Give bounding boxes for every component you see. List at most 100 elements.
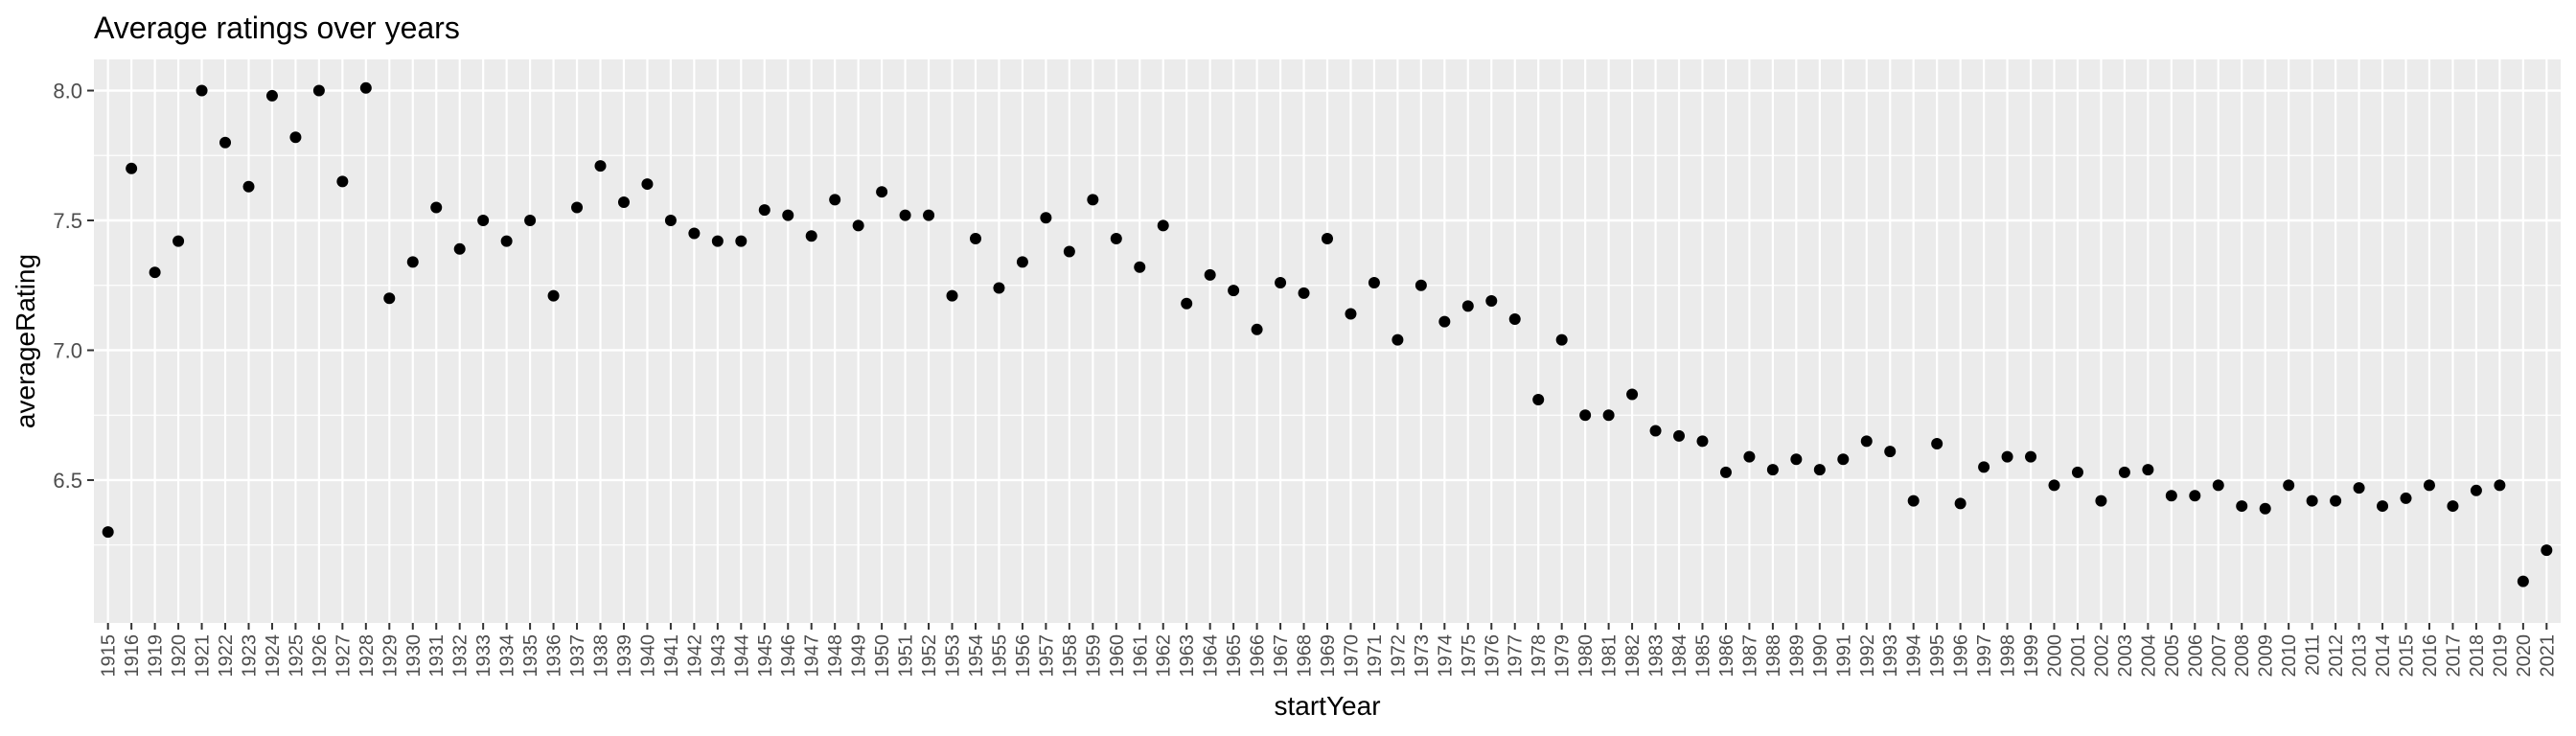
x-tick-label: 2004: [2138, 634, 2159, 678]
data-point: [969, 232, 981, 244]
x-tick-label: 1928: [356, 634, 378, 678]
data-point: [1696, 435, 1709, 448]
x-tick-label: 2012: [2326, 634, 2347, 678]
data-point: [617, 196, 630, 209]
x-tick-label: 1948: [825, 634, 846, 678]
data-point: [782, 209, 794, 221]
data-point: [641, 178, 654, 191]
x-tick-label: 1978: [1529, 634, 1550, 678]
x-tick-label: 2011: [2303, 634, 2324, 676]
data-point: [1931, 438, 1944, 450]
x-tick-label: 1997: [1974, 634, 1995, 678]
x-tick-label: 1974: [1435, 634, 1456, 678]
x-tick-label: 1994: [1904, 634, 1925, 678]
data-point: [2494, 479, 2506, 492]
x-tick-label: 1990: [1810, 634, 1831, 678]
data-point: [1040, 212, 1052, 224]
x-tick-label: 1929: [380, 634, 401, 678]
x-tick-label: 1983: [1646, 634, 1668, 678]
y-tick-label: 6.5: [53, 469, 82, 493]
data-point: [2377, 500, 2389, 513]
x-tick-label: 2007: [2209, 634, 2230, 678]
x-tick-label: 1945: [755, 634, 776, 678]
x-tick-label: 1995: [1927, 634, 1948, 678]
data-point: [2353, 482, 2365, 494]
x-tick-label: 1968: [1295, 634, 1316, 678]
data-point: [2330, 494, 2342, 507]
x-tick-label: 1923: [239, 634, 260, 678]
data-point: [1087, 194, 1099, 206]
x-tick-label: 1946: [778, 634, 799, 678]
data-point: [2142, 464, 2154, 476]
x-tick-label: 1973: [1412, 634, 1433, 678]
x-tick-label: 1956: [1013, 634, 1034, 678]
data-point: [2165, 490, 2177, 502]
data-point: [1884, 446, 1897, 458]
data-point: [2212, 479, 2224, 492]
x-tick-label: 2009: [2256, 634, 2277, 678]
x-tick-label: 1955: [989, 634, 1010, 678]
data-point: [829, 194, 841, 206]
data-point: [500, 235, 513, 247]
data-point: [219, 136, 232, 149]
x-tick-label: 1989: [1786, 634, 1807, 678]
x-tick-label: 1939: [614, 634, 635, 678]
x-tick-label: 1967: [1271, 634, 1292, 678]
grid-lines: [94, 59, 2561, 623]
x-tick-label: 1972: [1388, 634, 1409, 678]
data-point: [336, 175, 349, 188]
x-tick-label: 1915: [99, 634, 120, 678]
data-point: [2470, 484, 2482, 496]
x-tick-label: 1981: [1599, 634, 1621, 678]
x-tick-label: 1982: [1622, 634, 1644, 678]
x-tick-label: 2001: [2068, 634, 2089, 678]
data-point: [2025, 450, 2037, 463]
data-point: [1438, 315, 1451, 328]
x-tick-label: 1953: [943, 634, 964, 678]
data-point: [289, 131, 302, 144]
data-point: [1251, 323, 1263, 335]
data-point: [2541, 544, 2553, 557]
data-point: [2095, 494, 2107, 507]
x-tick-label: 1924: [263, 634, 284, 678]
data-point: [242, 180, 255, 193]
x-tick-label: 1947: [802, 634, 823, 678]
x-tick-label: 2003: [2115, 634, 2136, 678]
data-point: [1813, 464, 1826, 476]
data-point: [1579, 409, 1592, 422]
x-tick-label: 1938: [591, 634, 612, 678]
data-point: [852, 219, 864, 232]
data-point: [1719, 466, 1732, 478]
x-tick-label: 1937: [567, 634, 588, 678]
x-tick-label: 1936: [544, 634, 565, 678]
data-point: [547, 289, 560, 302]
y-axis: 6.5 7.0 7.5 8.0: [53, 80, 94, 493]
x-tick-label: 1980: [1576, 634, 1597, 678]
data-point: [1649, 425, 1662, 437]
x-axis: 1915 1916 1919 1920 1921 1922 1923 1924 1925 1926…: [99, 623, 2558, 678]
x-tick-label: 2018: [2467, 634, 2488, 678]
data-point: [876, 186, 888, 198]
data-point: [1392, 334, 1404, 346]
x-tick-label: 1979: [1552, 634, 1574, 678]
x-tick-label: 2000: [2044, 634, 2065, 678]
data-point: [1954, 497, 1966, 510]
data-point: [993, 282, 1005, 294]
x-tick-label: 2016: [2420, 634, 2441, 678]
x-tick-label: 1931: [426, 634, 448, 678]
data-point: [430, 201, 443, 214]
x-tick-label: 1970: [1341, 634, 1362, 678]
x-tick-label: 1944: [731, 634, 752, 678]
x-tick-label: 1933: [473, 634, 494, 678]
x-tick-label: 1930: [403, 634, 425, 678]
x-axis-title: startYear: [1274, 691, 1380, 721]
x-tick-label: 1959: [1083, 634, 1104, 678]
x-tick-label: 1975: [1459, 634, 1480, 678]
y-tick-label: 8.0: [53, 80, 82, 104]
x-tick-label: 1949: [849, 634, 870, 678]
data-point: [453, 242, 466, 255]
data-point: [688, 227, 701, 240]
data-point: [1485, 295, 1498, 307]
data-point: [1860, 435, 1873, 448]
data-point: [1016, 256, 1028, 268]
